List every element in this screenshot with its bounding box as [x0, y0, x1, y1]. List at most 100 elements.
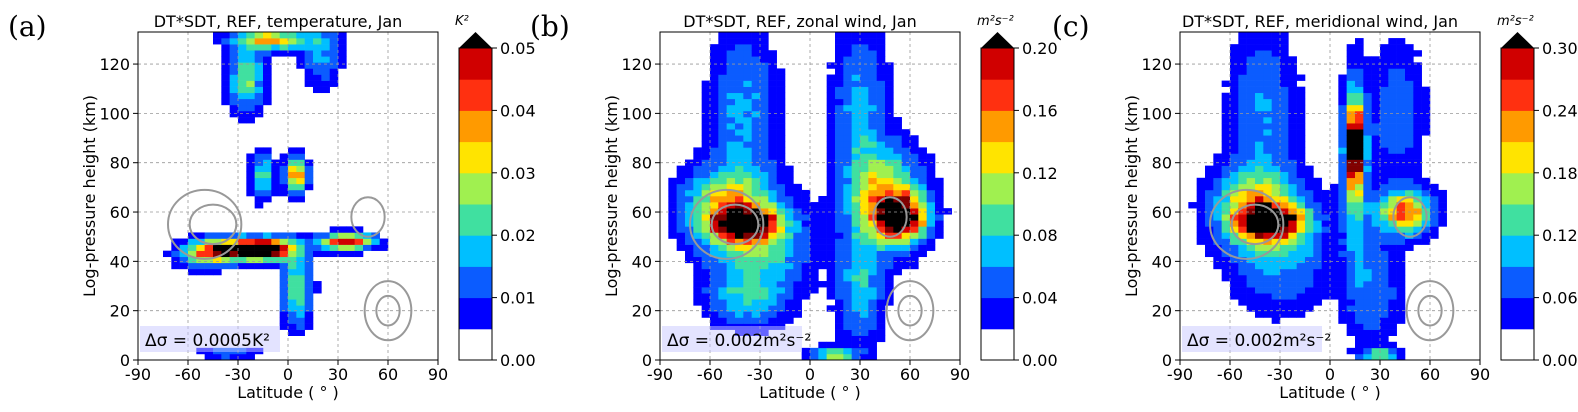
- heatmap-cell: [1413, 220, 1422, 227]
- heatmap-cell: [188, 256, 197, 264]
- heatmap-cell: [710, 189, 719, 197]
- heatmap-cell: [710, 153, 719, 160]
- heatmap-cell: [1255, 110, 1264, 118]
- heatmap-cell: [826, 262, 836, 270]
- heatmap-cell: [918, 177, 927, 185]
- heatmap-cell: [1355, 153, 1364, 160]
- heatmap-cell: [1280, 305, 1289, 312]
- heatmap-cell: [1363, 323, 1372, 330]
- heatmap-cell: [1421, 183, 1431, 191]
- heatmap-cell: [229, 262, 239, 270]
- heatmap-cell: [851, 129, 861, 136]
- heatmap-cell: [1405, 68, 1414, 75]
- heatmap-cell: [221, 256, 230, 264]
- heatmap-cell: [221, 62, 230, 69]
- heatmap-cell: [760, 244, 769, 251]
- heatmap-cell: [1330, 268, 1339, 276]
- heatmap-cell: [1230, 214, 1239, 221]
- heatmap-cell: [776, 117, 786, 124]
- heatmap-cell: [279, 171, 289, 179]
- heatmap-cell: [1238, 274, 1247, 282]
- heatmap-cell: [279, 38, 289, 45]
- heatmap-cell: [1230, 281, 1239, 288]
- heatmap-cell: [1388, 135, 1397, 142]
- heatmap-cell: [1396, 183, 1406, 191]
- heatmap-cell: [726, 208, 736, 215]
- heatmap-cell: [304, 177, 314, 185]
- heatmap-cell: [288, 250, 297, 258]
- heatmap-cell: [229, 353, 239, 361]
- heatmap-cell: [876, 141, 886, 148]
- heatmap-cell: [1371, 256, 1381, 264]
- heatmap-cell: [726, 226, 736, 233]
- heatmap-cell: [1363, 238, 1372, 245]
- heatmap-cell: [760, 50, 769, 57]
- heatmap-cell: [826, 171, 836, 179]
- heatmap-cell: [1221, 171, 1231, 179]
- heatmap-cell: [735, 38, 744, 45]
- heatmap-cell: [1405, 244, 1414, 251]
- heatmap-cell: [893, 165, 902, 172]
- heatmap-cell: [1305, 208, 1314, 215]
- colorbar-tick-label: 0.12: [1022, 164, 1058, 183]
- heatmap-cell: [1338, 208, 1347, 215]
- heatmap-cell: [1396, 68, 1406, 75]
- heatmap-cell: [726, 159, 736, 166]
- heatmap-cell: [1255, 62, 1264, 69]
- heatmap-cell: [1421, 117, 1431, 124]
- heatmap-cell: [1255, 305, 1264, 312]
- heatmap-cell: [851, 165, 861, 172]
- heatmap-cell: [321, 74, 330, 81]
- heatmap-cell: [710, 311, 719, 318]
- heatmap-cell: [718, 110, 727, 118]
- colorbar-segment: [1501, 266, 1534, 299]
- colorbar-tick-label: 0.04: [1022, 289, 1058, 308]
- heatmap-cell: [1280, 135, 1289, 142]
- heatmap-cell: [768, 202, 777, 209]
- heatmap-cell: [1380, 281, 1389, 288]
- heatmap-cell: [1271, 80, 1281, 87]
- heatmap-cell: [1355, 62, 1364, 69]
- heatmap-cell: [1271, 104, 1281, 112]
- heatmap-cell: [751, 244, 761, 251]
- heatmap-cell: [1380, 135, 1389, 142]
- heatmap-cell: [826, 341, 836, 349]
- heatmap-cell: [1346, 347, 1356, 355]
- heatmap-cell: [1321, 268, 1331, 276]
- heatmap-cell: [1396, 56, 1406, 63]
- heatmap-cell: [1380, 329, 1389, 336]
- heatmap-cell: [1313, 232, 1322, 239]
- heatmap-cell: [876, 268, 886, 276]
- heatmap-cell: [776, 305, 786, 312]
- heatmap-cell: [910, 177, 919, 185]
- heatmap-cell: [1363, 250, 1372, 258]
- heatmap-cell: [860, 353, 869, 361]
- heatmap-cell: [768, 74, 777, 81]
- heatmap-cell: [1330, 226, 1339, 233]
- heatmap-cell: [835, 256, 844, 264]
- heatmap-cell: [1405, 208, 1414, 215]
- heatmap-cell: [1230, 68, 1239, 75]
- heatmap-cell: [776, 135, 786, 142]
- heatmap-cell: [1355, 38, 1364, 45]
- heatmap-cell: [835, 299, 844, 306]
- heatmap-cell: [793, 311, 802, 318]
- heatmap-cell: [1213, 165, 1222, 172]
- heatmap-cell: [1363, 56, 1372, 63]
- x-tick-label: -90: [125, 365, 151, 384]
- heatmap-cell: [768, 147, 777, 154]
- heatmap-cell: [760, 141, 769, 148]
- heatmap-cell: [1271, 141, 1281, 148]
- heatmap-cell: [751, 110, 761, 118]
- heatmap-cell: [1388, 347, 1397, 355]
- heatmap-cell: [304, 238, 314, 245]
- heatmap-cell: [851, 293, 861, 300]
- heatmap-cell: [701, 123, 711, 130]
- heatmap-cell: [676, 226, 686, 233]
- heatmap-cell: [1213, 220, 1222, 227]
- heatmap-cell: [1346, 214, 1356, 221]
- y-axis-label: Log-pressure height (km): [80, 95, 99, 297]
- heatmap-cell: [726, 274, 736, 282]
- heatmap-cell: [1421, 196, 1431, 203]
- heatmap-cell: [1380, 226, 1389, 233]
